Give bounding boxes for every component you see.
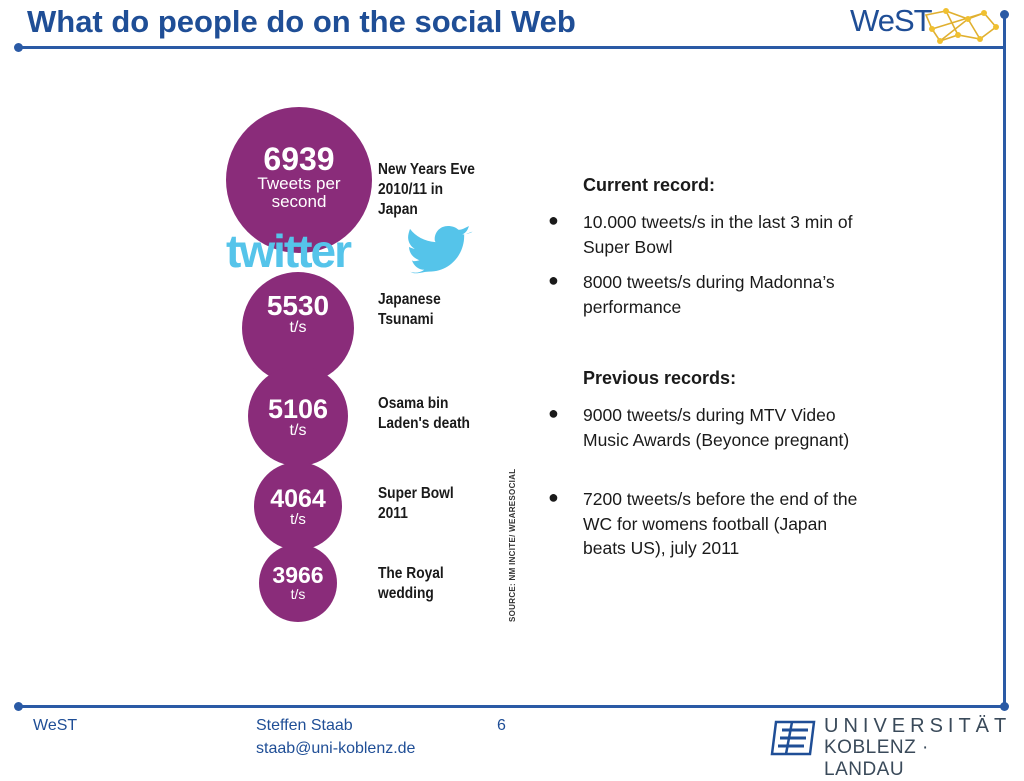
record-unit: Tweets per <box>257 174 341 193</box>
event-label-3: Osama bin Laden's death <box>378 394 470 434</box>
current-record-item-1: 10.000 tweets/s in the last 3 min of Sup… <box>583 212 853 257</box>
source-credit: SOURCE: NM INCITE/ WEARESOCIAL <box>508 468 517 622</box>
bullet-icon: ● <box>548 270 559 290</box>
page-number: 6 <box>497 717 506 734</box>
bullet-icon: ● <box>548 210 559 230</box>
event-line: Japan <box>378 201 418 218</box>
record-value: 4064 <box>270 485 326 513</box>
event-label-1: New Years Eve 2010/11 in Japan <box>378 160 475 220</box>
record-unit: t/s <box>290 511 306 528</box>
record-circle-4: 4064 t/s <box>254 462 342 550</box>
record-value: 3966 <box>272 562 324 588</box>
event-line: Super Bowl <box>378 485 454 502</box>
event-line: Japanese <box>378 291 441 308</box>
top-right-dot <box>1000 10 1009 19</box>
university-emblem-icon <box>770 720 816 756</box>
footer-author: Steffen Staab <box>256 717 353 734</box>
previous-record-item-2: 7200 tweets/s before the end of the WC f… <box>583 489 858 558</box>
top-rule <box>18 46 1004 49</box>
bullet-icon: ● <box>548 403 559 423</box>
twitter-wordmark: twitter <box>226 225 352 277</box>
slide-title: What do people do on the social Web <box>27 4 576 39</box>
event-label-4: Super Bowl 2011 <box>378 484 454 524</box>
previous-record-item-1: 9000 tweets/s during MTV Video Music Awa… <box>583 405 850 450</box>
event-line: Tsunami <box>378 311 434 328</box>
twitter-logo: twitter <box>226 225 476 278</box>
west-logo: WeST <box>850 3 1000 47</box>
bullet-icon: ● <box>548 487 559 507</box>
record-unit: second <box>271 191 327 211</box>
event-line: 2011 <box>378 505 408 522</box>
university-location: KOBLENZ · LANDAU <box>824 737 929 780</box>
current-record-heading: Current record: <box>583 175 716 195</box>
record-unit: t/s <box>290 586 306 602</box>
west-logo-text: WeST <box>850 3 933 38</box>
top-left-dot <box>14 43 23 52</box>
record-value: 5530 <box>266 290 330 321</box>
event-line: Laden's death <box>378 415 470 432</box>
twitter-bird-icon <box>408 226 473 274</box>
event-line: The Royal <box>378 565 444 582</box>
previous-records-heading: Previous records: <box>583 368 737 388</box>
university-name: UNIVERSITÄT <box>824 715 1012 737</box>
bottom-right-dot <box>1000 702 1009 711</box>
record-circle-1: 6939 Tweets per second <box>226 107 372 253</box>
footer-org: WeST <box>33 717 78 734</box>
event-line: 2010/11 in <box>378 181 444 198</box>
record-unit: t/s <box>289 319 307 336</box>
current-record-item-2: 8000 tweets/s during Madonna’s performan… <box>583 272 835 317</box>
star-network-icon <box>924 8 999 44</box>
record-circle-3: 5106 t/s <box>248 366 348 466</box>
event-line: wedding <box>378 585 434 602</box>
record-circle-2: 5530 t/s <box>242 272 354 384</box>
record-value: 5106 <box>267 394 329 424</box>
event-line: New Years Eve <box>378 161 475 178</box>
record-circle-5: 3966 t/s <box>259 544 337 622</box>
bottom-rule <box>18 705 1004 708</box>
event-label-2: Japanese Tsunami <box>378 290 441 330</box>
university-logo: UNIVERSITÄT KOBLENZ · LANDAU <box>770 714 1006 780</box>
footer-email: staab@uni-koblenz.de <box>256 740 416 757</box>
bottom-left-dot <box>14 702 23 711</box>
record-unit: t/s <box>289 422 307 439</box>
right-rule <box>1003 14 1006 708</box>
event-line: Osama bin <box>378 395 449 412</box>
record-value: 6939 <box>263 141 335 177</box>
event-label-5: The Royal wedding <box>378 564 444 604</box>
